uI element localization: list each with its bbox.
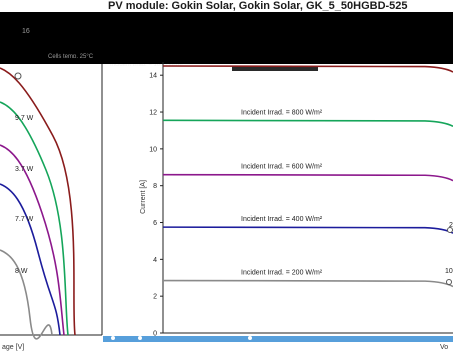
y-tick-label: 4	[153, 257, 157, 264]
taskbar-dot	[138, 336, 142, 340]
iv-curve-1	[162, 119, 453, 128]
right-labels: Incident Irrad. = 800 W/m² Incident Irrad…	[241, 109, 323, 276]
left-curves	[0, 67, 76, 340]
window-title: PV module: Gokin Solar, Gokin Solar, GK_…	[108, 0, 408, 12]
x-axis-label: Vo	[440, 344, 448, 351]
right-panel: 0 2 4 6 8 10 12 14 Current [A] Incident Irrad. …	[140, 62, 453, 351]
edge-marker-2	[447, 227, 453, 233]
curve-label-2: Incident Irrad. = 600 W/m²	[241, 164, 323, 171]
iv-curve-2	[162, 173, 453, 182]
left-x-axis-label: age [V]	[2, 344, 24, 351]
right-curves	[162, 65, 453, 288]
toolbar: 16 Cells temp. 25°C Incident Irrad. = 10…	[0, 12, 453, 71]
pv-curve-0	[0, 67, 76, 336]
toolbar-irradiance-label: Incident Irrad. = 1000 W/m²	[110, 62, 183, 68]
y-ticks: 0 2 4 6 8 10 12 14	[149, 73, 163, 338]
toolbar-gray-bar	[232, 66, 318, 71]
toolbar-cell-temp-label: Cells temp. 25°C	[48, 54, 94, 60]
y-tick-label: 14	[149, 73, 157, 80]
taskbar-dot	[248, 336, 252, 340]
left-labels: 9.7 W 3.7 W 7.7 W 8 W	[15, 115, 34, 275]
y-tick-label: 0	[153, 331, 157, 338]
power-label-0: 9.7 W	[15, 115, 34, 122]
edge-label-2: 2	[449, 222, 453, 229]
y-tick-label: 10	[149, 146, 157, 153]
curve-label-3: Incident Irrad. = 400 W/m²	[241, 216, 323, 223]
power-label-3: 8 W	[15, 268, 28, 275]
y-tick-label: 8	[153, 183, 157, 190]
toolbar-number: 16	[22, 28, 30, 35]
edge-label-10: 10	[445, 268, 453, 275]
pv-curve-3	[0, 183, 61, 336]
toolbar-bottom-strip	[0, 58, 453, 64]
iv-curve-4	[162, 279, 453, 288]
taskbar	[103, 336, 453, 342]
iv-curve-0	[162, 65, 453, 73]
iv-curve-3	[162, 226, 453, 234]
pv-curve-2	[0, 144, 65, 336]
y-axis-label: Current [A]	[140, 180, 147, 214]
y-tick-label: 12	[149, 110, 157, 117]
edge-marker-10	[446, 279, 452, 285]
pv-curve-4	[0, 249, 53, 340]
left-marker	[14, 72, 22, 80]
pv-curve-1	[0, 101, 69, 336]
y-tick-label: 2	[153, 294, 157, 301]
taskbar-dot	[111, 336, 115, 340]
power-label-1: 3.7 W	[15, 166, 34, 173]
curve-label-4: Incident Irrad. = 200 W/m²	[241, 270, 323, 277]
power-label-2: 7.7 W	[15, 216, 34, 223]
taskbar-strip	[103, 336, 453, 342]
curve-label-1: Incident Irrad. = 800 W/m²	[241, 109, 323, 116]
y-tick-label: 6	[153, 220, 157, 227]
left-panel: 9.7 W 3.7 W 7.7 W 8 W age [V]	[0, 64, 103, 351]
